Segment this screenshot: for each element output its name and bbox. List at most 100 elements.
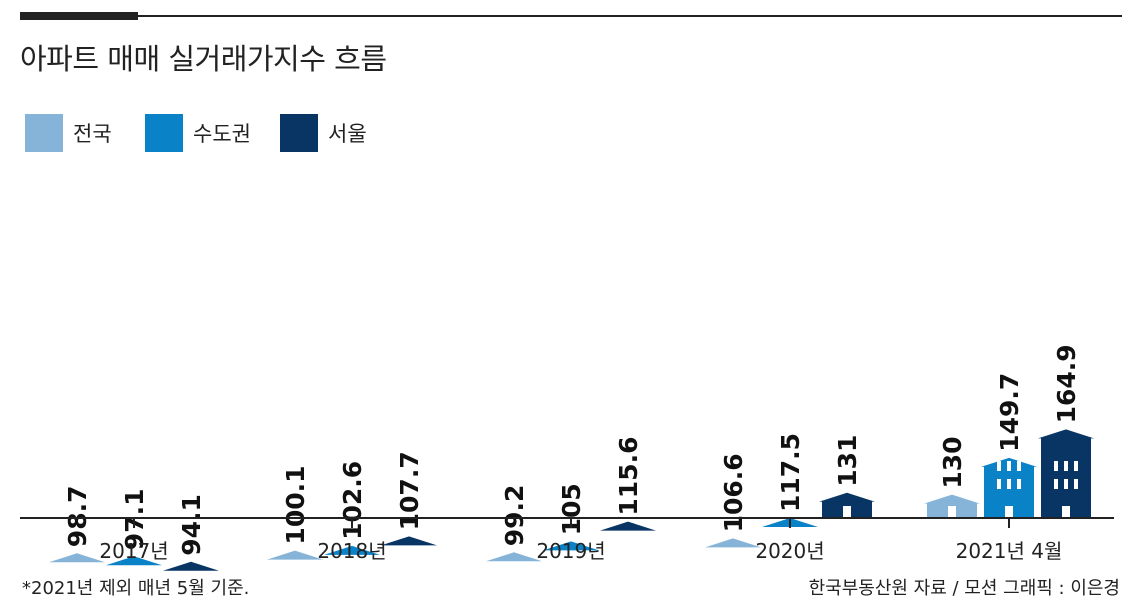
door-전국-2017년 [73,506,81,518]
x-tick-label-2019년: 2019년 [536,539,605,563]
window-전국-2021년 4월-1-1 [950,479,954,489]
legend-label-seoul: 서울 [328,122,367,146]
window-서울-2017년-0-0 [179,461,183,471]
window-수도권-2019년-0-1 [569,461,573,471]
data-label-전국-2017년: 98.7 [63,486,92,548]
window-전국-2017년-0-2 [85,461,89,471]
window-서울-2018년-1-1 [407,479,411,489]
legend-swatch-national [25,114,63,152]
window-수도권-2017년-1-0 [122,479,126,489]
window-서울-2021년 4월-1-2 [1074,479,1078,489]
window-전국-2018년-1-1 [293,479,297,489]
window-수도권-2017년-0-2 [142,461,146,471]
window-서울-2018년-1-0 [397,479,401,489]
legend-item-seoul: 서울 [280,114,367,152]
window-전국-2019년-1-2 [522,479,526,489]
window-서울-2021년 4월-1-0 [1054,479,1058,489]
window-서울-2018년-1-2 [417,479,421,489]
door-서울-2018년 [405,506,413,518]
window-전국-2021년 4월-0-1 [950,461,954,471]
window-수도권-2020년-0-2 [798,461,802,471]
window-서울-2018년-0-2 [417,461,421,471]
window-수도권-2019년-1-0 [559,479,563,489]
legend-item-national: 전국 [25,114,112,152]
window-전국-2021년 4월-1-2 [960,479,964,489]
window-서울-2017년-0-1 [189,461,193,471]
window-서울-2018년-0-1 [407,461,411,471]
window-수도권-2021년 4월-0-2 [1017,461,1021,471]
window-수도권-2020년-0-1 [788,461,792,471]
window-서울-2019년-1-0 [616,479,620,489]
window-전국-2018년-0-2 [303,461,307,471]
x-tick-label-2018년: 2018년 [317,539,386,563]
bar-roof-서울-2017년 [163,561,219,571]
window-전국-2018년-0-0 [283,461,287,471]
window-서울-2019년-0-0 [616,461,620,471]
window-전국-2020년-0-2 [741,461,745,471]
bar-서울-2021년 4월 [1041,437,1091,518]
source-credit: 한국부동산원 자료 / 모션 그래픽 : 이은경 [808,578,1120,599]
window-서울-2020년-0-0 [835,461,839,471]
door-수도권-2020년 [786,506,794,518]
door-전국-2020년 [729,506,737,518]
window-서울-2021년 4월-1-1 [1064,479,1068,489]
window-전국-2021년 4월-0-2 [960,461,964,471]
legend-swatch-capital-area [145,114,183,152]
data-label-서울-2021년 4월: 164.9 [1052,344,1081,423]
window-전국-2021년 4월-0-0 [940,461,944,471]
door-수도권-2017년 [130,506,138,518]
window-서울-2017년-1-1 [189,479,193,489]
window-수도권-2020년-1-1 [788,479,792,489]
window-서울-2020년-1-0 [835,479,839,489]
door-서울-2019년 [624,506,632,518]
data-label-전국-2020년: 106.6 [719,453,748,532]
window-전국-2019년-0-0 [502,461,506,471]
window-수도권-2018년-1-1 [350,479,354,489]
window-전국-2020년-1-2 [741,479,745,489]
window-전국-2019년-0-1 [512,461,516,471]
window-서울-2020년-0-1 [845,461,849,471]
window-수도권-2017년-1-1 [132,479,136,489]
window-수도권-2019년-1-2 [579,479,583,489]
legend-label-capital-area: 수도권 [193,122,251,146]
bar-roof-수도권-2017년 [106,556,162,566]
window-서울-2020년-0-2 [855,461,859,471]
window-서울-2019년-0-2 [636,461,640,471]
window-전국-2020년-1-1 [731,479,735,489]
bar-roof-전국-2018년 [267,550,323,560]
data-label-전국-2021년 4월: 130 [938,436,967,488]
window-서울-2021년 4월-0-1 [1064,461,1068,471]
data-label-서울-2020년: 131 [833,435,862,487]
door-전국-2018년 [291,506,299,518]
bar-roof-서울-2020년 [819,492,875,502]
door-수도권-2021년 4월 [1005,506,1013,518]
window-서울-2019년-1-1 [626,479,630,489]
window-전국-2017년-0-1 [75,461,79,471]
window-서울-2017년-0-2 [199,461,203,471]
window-수도권-2020년-0-0 [778,461,782,471]
bar-roof-수도권-2019년 [543,541,599,551]
bar-roof-전국-2017년 [49,553,105,563]
bar-roof-전국-2020년 [705,538,761,548]
door-수도권-2019년 [567,506,575,518]
window-전국-2017년-1-2 [85,479,89,489]
window-전국-2021년 4월-1-0 [940,479,944,489]
window-전국-2017년-1-1 [75,479,79,489]
window-전국-2019년-0-2 [522,461,526,471]
door-서울-2017년 [187,506,195,518]
window-전국-2020년-1-0 [721,479,725,489]
window-서울-2020년-1-1 [845,479,849,489]
window-전국-2017년-0-0 [65,461,69,471]
data-label-수도권-2018년: 102.6 [338,461,367,540]
window-전국-2020년-0-0 [721,461,725,471]
window-수도권-2018년-1-0 [340,479,344,489]
window-수도권-2017년-1-2 [142,479,146,489]
window-수도권-2019년-1-1 [569,479,573,489]
door-서울-2021년 4월 [1062,506,1070,518]
window-수도권-2019년-0-2 [579,461,583,471]
data-label-서울-2019년: 115.6 [614,437,643,516]
window-서울-2019년-1-2 [636,479,640,489]
window-서울-2018년-0-0 [397,461,401,471]
window-서울-2017년-1-2 [199,479,203,489]
chart-title: 아파트 매매 실거래가지수 흐름 [20,42,387,76]
